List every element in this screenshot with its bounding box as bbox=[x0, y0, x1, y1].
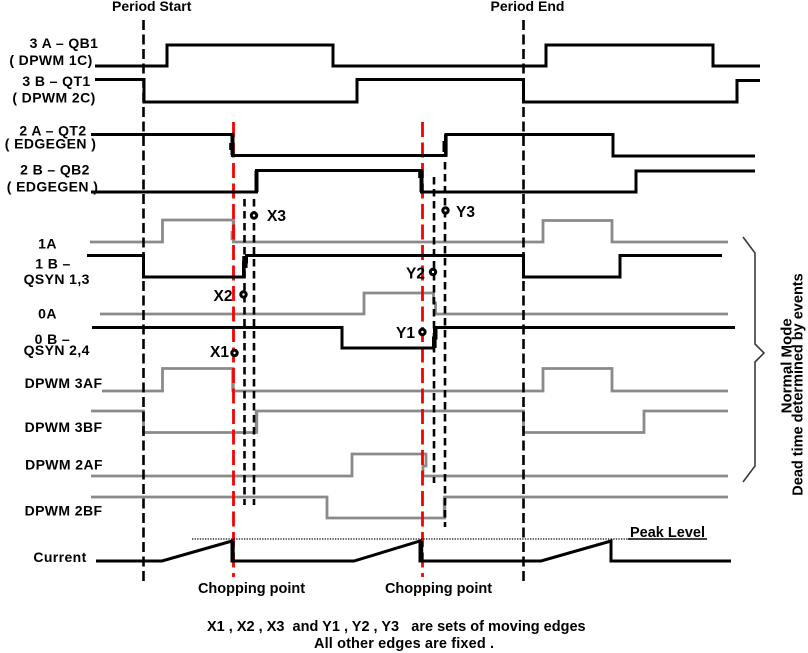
svg-text:0 B –: 0 B – bbox=[35, 331, 70, 347]
svg-text:X2: X2 bbox=[214, 288, 233, 305]
svg-text:Y2: Y2 bbox=[406, 266, 425, 283]
svg-text:QSYN 1,3: QSYN 1,3 bbox=[24, 271, 90, 287]
svg-text:Peak Level: Peak Level bbox=[630, 525, 705, 541]
svg-text:( EDGEGEN ): ( EDGEGEN ) bbox=[7, 179, 99, 195]
svg-text:Dead time determined by events: Dead time determined by events bbox=[791, 273, 807, 495]
svg-text:Y3: Y3 bbox=[456, 204, 475, 221]
svg-text:X1 , X2 , X3 and Y1 , Y2 , Y3: X1 , X2 , X3 and Y1 , Y2 , Y3 are sets o… bbox=[207, 619, 586, 635]
svg-text:( EDGEGEN ): ( EDGEGEN ) bbox=[5, 136, 97, 152]
svg-text:2 A – QT2: 2 A – QT2 bbox=[19, 123, 86, 139]
svg-text:Chopping point: Chopping point bbox=[198, 581, 305, 597]
svg-text:Chopping point: Chopping point bbox=[385, 581, 492, 597]
svg-text:1 B –: 1 B – bbox=[35, 256, 70, 272]
svg-text:Y1: Y1 bbox=[396, 325, 415, 342]
svg-text:QSYN 2,4: QSYN 2,4 bbox=[24, 342, 90, 358]
svg-text:Period Start: Period Start bbox=[112, 0, 192, 14]
svg-text:( DPWM 1C): ( DPWM 1C) bbox=[9, 52, 92, 68]
svg-text:DPWM 3AF: DPWM 3AF bbox=[25, 375, 103, 391]
svg-text:0A: 0A bbox=[38, 306, 57, 322]
svg-text:Current: Current bbox=[33, 549, 86, 565]
svg-text:DPWM 2AF: DPWM 2AF bbox=[25, 457, 103, 473]
svg-text:Period End: Period End bbox=[491, 0, 565, 14]
svg-text:X3: X3 bbox=[267, 208, 286, 225]
svg-text:DPWM 3BF: DPWM 3BF bbox=[25, 419, 103, 435]
svg-text:Normal Mode: Normal Mode bbox=[779, 318, 796, 413]
svg-text:1A: 1A bbox=[38, 236, 57, 252]
svg-text:DPWM 2BF: DPWM 2BF bbox=[25, 503, 103, 519]
svg-text:( DPWM 2C): ( DPWM 2C) bbox=[12, 90, 95, 106]
svg-text:3 A – QB1: 3 A – QB1 bbox=[30, 35, 99, 51]
svg-text:3 B – QT1: 3 B – QT1 bbox=[22, 73, 90, 89]
svg-text:X1: X1 bbox=[210, 344, 229, 361]
svg-text:2 B – QB2: 2 B – QB2 bbox=[20, 162, 90, 178]
svg-text:All other edges are fixed .: All other edges are fixed . bbox=[314, 636, 494, 652]
